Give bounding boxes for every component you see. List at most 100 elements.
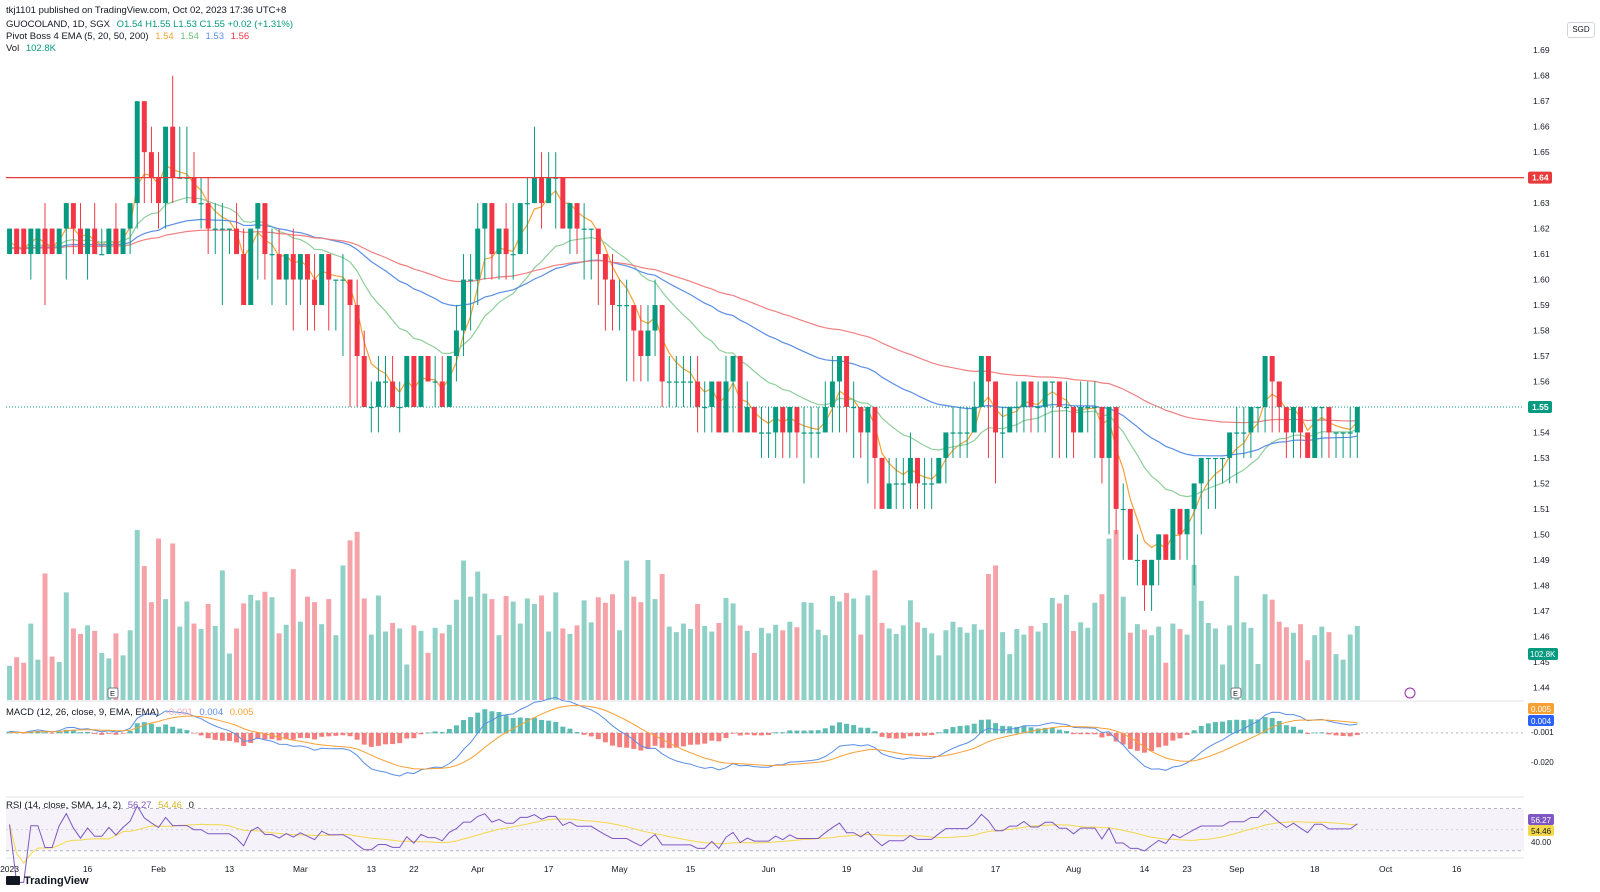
volume-bar [163,599,169,700]
macd-hist-bar [822,728,828,734]
volume-bar [851,598,857,700]
candle-body [1354,406,1360,433]
macd-hist-bar [184,730,190,734]
volume-bar [1042,622,1048,700]
macd-hist-bar [886,732,892,739]
macd-hist-bar [383,732,388,745]
vol-label: Vol [6,43,20,54]
candle-body [475,228,481,280]
macd-hist-bar [950,727,956,734]
candle-body [964,432,970,434]
candle-body [1134,559,1140,562]
candle-body [1227,432,1233,458]
candle-body [35,228,41,255]
candle-body [1028,381,1034,407]
macd-hist-bar [517,717,523,734]
volume-bar [631,596,637,700]
volume-bar [808,602,814,700]
volume-bar [1177,629,1183,700]
volume-bar [758,627,764,700]
volume-bar [1078,622,1084,700]
macd-hist-bar [1042,727,1048,734]
volume-bar [283,624,289,700]
candle-body [127,203,133,229]
candle-body [49,228,55,255]
volume-bar [496,635,502,700]
price-tick-label: 1.59 [1533,300,1550,310]
volume-bar [255,600,261,700]
time-tick-label: 18 [1310,864,1320,874]
candle-body [808,432,814,434]
macd-signal-value: 0.005 [229,707,254,718]
macd-hist-bar [127,730,133,734]
candle-body [446,356,452,407]
volume-bar [184,601,190,700]
macd-hist-bar [106,732,112,734]
macd-hist-bar [99,732,105,735]
macd-hist-bar [1220,721,1226,734]
candle-body [397,406,403,409]
candle-body [439,381,445,407]
macd-hist-bar [808,730,814,734]
volume-bar [170,543,176,700]
macd-hist-bar [1305,732,1311,734]
rsi-legend: RSI (14, close, SMA, 14, 2) 56.27 54.46 … [6,800,198,812]
candle-body [730,356,736,382]
macd-hist-bar [297,732,303,738]
macd-hist-bar [758,732,764,736]
macd-hist-bar [489,711,495,734]
volume-bar [716,622,722,700]
macd-line-value: 0.004 [199,707,224,718]
candle-body [737,356,743,433]
ohlc-values: O1.54 H1.55 L1.53 C1.55 +0.02 (+1.31%) [116,19,294,30]
volume-bar [659,574,665,700]
rsi-label: RSI (14, close, SMA, 14, 2) [6,800,122,811]
volume-bar [773,624,779,700]
volume-bar [1290,632,1296,700]
candle-body [468,279,474,281]
candle-body [1198,457,1204,484]
macd-hist-bar [666,732,672,749]
volume-bar [489,599,495,700]
tradingview-logo[interactable]: TradingView [6,875,89,887]
volume-bar [461,560,467,700]
time-tick-label: 2023 [0,864,19,874]
macd-hist-bar [304,732,310,739]
macd-hist-bar [49,732,55,734]
volume-bar [822,635,828,700]
candle-body [1305,432,1311,458]
candle-body [269,254,275,256]
macd-hist-bar [120,732,126,734]
volume-bar [503,596,509,700]
candle-body [1113,406,1119,509]
volume-bar [915,622,920,700]
volume-bar [191,623,197,700]
volume-bar [404,664,410,700]
volume-bar [1184,634,1190,700]
macd-hist-bar [1347,732,1353,737]
candle-body [1156,534,1162,560]
candle-body [212,228,218,230]
candle-body [1241,432,1247,434]
volume-bar [588,622,594,700]
symbol-line: GUOCOLAND, 1D, SGX O1.54 H1.55 L1.53 C1.… [6,19,297,31]
macd-hist-bar [432,731,438,734]
rsi-axis-label: 54.46 [1531,827,1552,836]
candle-body [780,406,786,433]
macd-hist-bar [340,732,346,736]
macd-hist-bar [510,718,516,734]
volume-bar [1000,632,1006,700]
candle-body [503,228,509,255]
volume-bar [28,623,34,700]
resistance-price-tag [1528,171,1552,184]
macd-hist-bar [900,732,906,739]
candle-body [929,483,935,485]
candle-body [985,356,991,382]
volume-bar [297,621,303,700]
volume-bar [312,602,318,700]
currency-badge[interactable]: SGD [1567,22,1595,38]
candle-body [1092,406,1098,409]
volume-bar [1014,629,1020,700]
volume-bar [567,633,573,700]
